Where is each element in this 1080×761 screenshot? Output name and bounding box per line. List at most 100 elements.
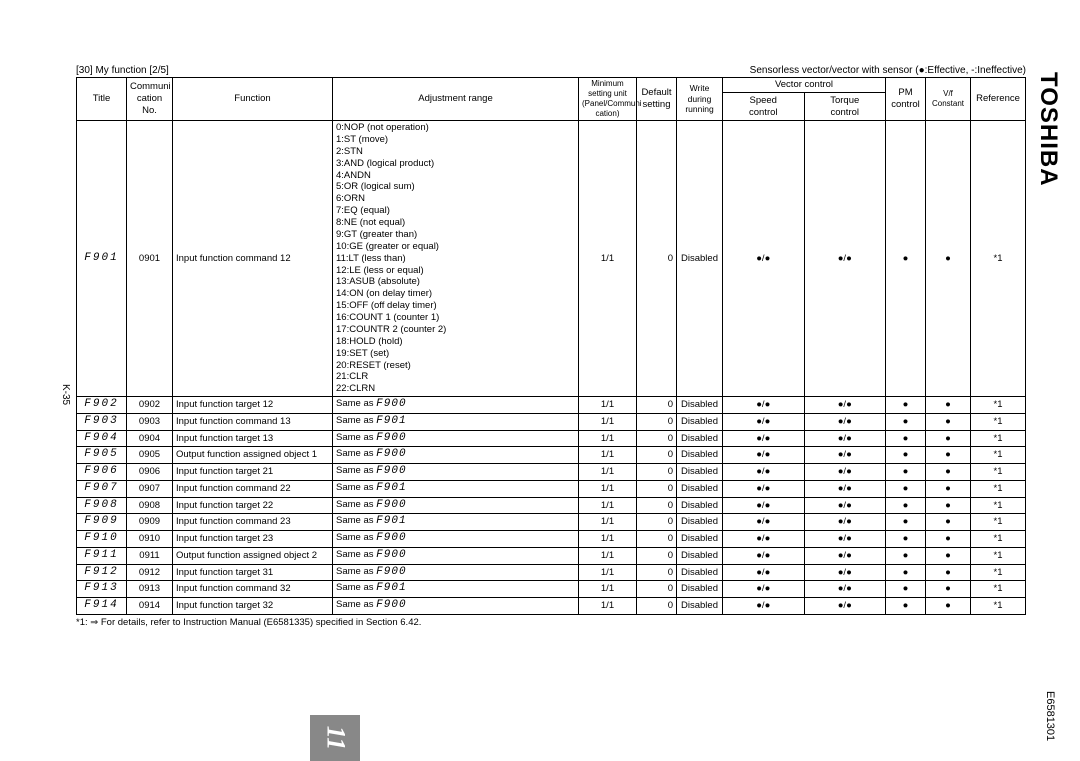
cell-pm: ● bbox=[886, 564, 926, 581]
cell-title: F906 bbox=[77, 464, 127, 481]
cell-ref: *1 bbox=[971, 531, 1026, 548]
cell-pm: ● bbox=[886, 581, 926, 598]
side-page-number: K-35 bbox=[60, 384, 71, 405]
cell-function: Input function command 32 bbox=[173, 581, 333, 598]
cell-torque: ●/● bbox=[804, 598, 886, 615]
section-title: [30] My function [2/5] bbox=[76, 65, 169, 76]
cell-speed: ●/● bbox=[723, 397, 805, 414]
table-row: F9110911Output function assigned object … bbox=[77, 547, 1026, 564]
legend-text: Sensorless vector/vector with sensor (●:… bbox=[750, 65, 1026, 76]
cell-vf: ● bbox=[926, 121, 971, 397]
th-vector-group: Vector control bbox=[723, 78, 886, 93]
cell-write: Disabled bbox=[677, 581, 723, 598]
cell-pm: ● bbox=[886, 121, 926, 397]
cell-ref: *1 bbox=[971, 430, 1026, 447]
cell-comm: 0914 bbox=[127, 598, 173, 615]
cell-torque: ●/● bbox=[804, 464, 886, 481]
th-title: Title bbox=[77, 78, 127, 121]
th-def: Defaultsetting bbox=[637, 78, 677, 121]
cell-vf: ● bbox=[926, 497, 971, 514]
cell-write: Disabled bbox=[677, 564, 723, 581]
cell-title: F913 bbox=[77, 581, 127, 598]
cell-torque: ●/● bbox=[804, 531, 886, 548]
cell-function: Input function target 22 bbox=[173, 497, 333, 514]
cell-comm: 0910 bbox=[127, 531, 173, 548]
table-row: F9090909Input function command 23Same as… bbox=[77, 514, 1026, 531]
cell-min: 1/1 bbox=[579, 413, 637, 430]
cell-min: 1/1 bbox=[579, 531, 637, 548]
cell-default: 0 bbox=[637, 464, 677, 481]
cell-ref: *1 bbox=[971, 581, 1026, 598]
cell-pm: ● bbox=[886, 514, 926, 531]
cell-default: 0 bbox=[637, 514, 677, 531]
th-speed: Speedcontrol bbox=[723, 93, 805, 121]
cell-speed: ●/● bbox=[723, 514, 805, 531]
cell-speed: ●/● bbox=[723, 598, 805, 615]
cell-write: Disabled bbox=[677, 531, 723, 548]
cell-pm: ● bbox=[886, 598, 926, 615]
cell-default: 0 bbox=[637, 564, 677, 581]
cell-vf: ● bbox=[926, 514, 971, 531]
cell-ref: *1 bbox=[971, 564, 1026, 581]
cell-ref: *1 bbox=[971, 598, 1026, 615]
cell-vf: ● bbox=[926, 397, 971, 414]
cell-speed: ●/● bbox=[723, 430, 805, 447]
cell-comm: 0909 bbox=[127, 514, 173, 531]
cell-adjustment: Same as F900 bbox=[333, 447, 579, 464]
cell-torque: ●/● bbox=[804, 497, 886, 514]
table-row: F9120912Input function target 31Same as … bbox=[77, 564, 1026, 581]
cell-title: F902 bbox=[77, 397, 127, 414]
cell-pm: ● bbox=[886, 430, 926, 447]
cell-title: F904 bbox=[77, 430, 127, 447]
cell-function: Input function target 21 bbox=[173, 464, 333, 481]
cell-ref: *1 bbox=[971, 397, 1026, 414]
cell-pm: ● bbox=[886, 547, 926, 564]
footnote: *1: ⇒ For details, refer to Instruction … bbox=[76, 617, 1026, 628]
document-number: E6581301 bbox=[1044, 691, 1056, 741]
cell-default: 0 bbox=[637, 497, 677, 514]
cell-vf: ● bbox=[926, 464, 971, 481]
cell-adjustment: Same as F900 bbox=[333, 464, 579, 481]
cell-ref: *1 bbox=[971, 547, 1026, 564]
cell-write: Disabled bbox=[677, 497, 723, 514]
table-row: F9030903Input function command 13Same as… bbox=[77, 413, 1026, 430]
cell-title: F910 bbox=[77, 531, 127, 548]
cell-comm: 0903 bbox=[127, 413, 173, 430]
cell-write: Disabled bbox=[677, 121, 723, 397]
cell-adjustment: Same as F901 bbox=[333, 514, 579, 531]
cell-speed: ●/● bbox=[723, 564, 805, 581]
cell-min: 1/1 bbox=[579, 564, 637, 581]
cell-write: Disabled bbox=[677, 598, 723, 615]
th-adj: Adjustment range bbox=[333, 78, 579, 121]
cell-vf: ● bbox=[926, 531, 971, 548]
cell-default: 0 bbox=[637, 547, 677, 564]
cell-function: Output function assigned object 1 bbox=[173, 447, 333, 464]
cell-default: 0 bbox=[637, 447, 677, 464]
cell-title: F914 bbox=[77, 598, 127, 615]
cell-adjustment: Same as F901 bbox=[333, 581, 579, 598]
cell-write: Disabled bbox=[677, 397, 723, 414]
cell-function: Input function command 23 bbox=[173, 514, 333, 531]
cell-write: Disabled bbox=[677, 413, 723, 430]
table-body: F9010901Input function command 120:NOP (… bbox=[77, 121, 1026, 615]
cell-adjustment: Same as F900 bbox=[333, 564, 579, 581]
cell-comm: 0907 bbox=[127, 480, 173, 497]
cell-adjustment: Same as F900 bbox=[333, 598, 579, 615]
cell-ref: *1 bbox=[971, 480, 1026, 497]
cell-ref: *1 bbox=[971, 413, 1026, 430]
cell-min: 1/1 bbox=[579, 464, 637, 481]
cell-vf: ● bbox=[926, 447, 971, 464]
cell-pm: ● bbox=[886, 413, 926, 430]
table-row: F9020902Input function target 12Same as … bbox=[77, 397, 1026, 414]
cell-adjustment: Same as F901 bbox=[333, 413, 579, 430]
cell-vf: ● bbox=[926, 564, 971, 581]
cell-torque: ●/● bbox=[804, 480, 886, 497]
cell-default: 0 bbox=[637, 581, 677, 598]
cell-min: 1/1 bbox=[579, 397, 637, 414]
cell-torque: ●/● bbox=[804, 514, 886, 531]
cell-torque: ●/● bbox=[804, 397, 886, 414]
cell-comm: 0904 bbox=[127, 430, 173, 447]
cell-function: Input function target 23 bbox=[173, 531, 333, 548]
cell-torque: ●/● bbox=[804, 447, 886, 464]
cell-min: 1/1 bbox=[579, 480, 637, 497]
